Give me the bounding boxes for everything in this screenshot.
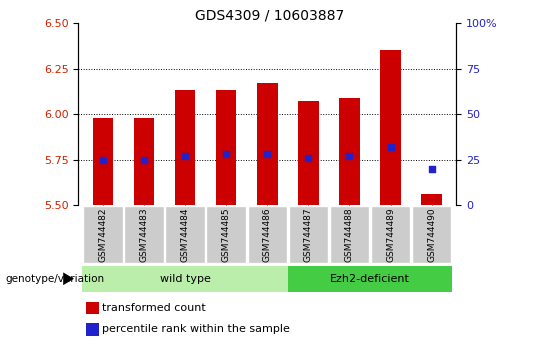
Bar [93,118,113,205]
Text: transformed count: transformed count [102,303,206,313]
Text: GSM744485: GSM744485 [222,207,231,262]
FancyBboxPatch shape [412,206,451,263]
FancyBboxPatch shape [247,206,287,263]
Text: genotype/variation: genotype/variation [5,274,105,284]
Point [140,157,149,162]
Bar [86,302,99,314]
Point [99,157,107,162]
FancyBboxPatch shape [124,206,164,263]
Bar [298,101,319,205]
Text: wild type: wild type [160,274,211,284]
Bar [86,323,99,336]
Point [263,152,272,157]
Point [345,153,354,159]
Text: GSM744484: GSM744484 [180,207,190,262]
Text: percentile rank within the sample: percentile rank within the sample [102,324,289,334]
Bar [339,98,360,205]
FancyBboxPatch shape [83,266,288,292]
Point [304,155,313,161]
Text: GSM744490: GSM744490 [427,207,436,262]
Polygon shape [63,273,74,285]
FancyBboxPatch shape [330,206,369,263]
FancyBboxPatch shape [206,206,246,263]
Bar [175,91,195,205]
FancyBboxPatch shape [288,266,452,292]
FancyBboxPatch shape [165,206,205,263]
Point [427,166,436,172]
FancyBboxPatch shape [83,206,123,263]
Bar [134,118,154,205]
Bar [257,83,278,205]
Point [222,152,231,157]
Text: GSM744489: GSM744489 [386,207,395,262]
Text: GSM744487: GSM744487 [304,207,313,262]
Text: GSM744482: GSM744482 [98,207,107,262]
Text: Ezh2-deficient: Ezh2-deficient [330,274,410,284]
Text: GSM744483: GSM744483 [139,207,148,262]
Bar [216,91,237,205]
Text: GSM744486: GSM744486 [263,207,272,262]
Bar [380,50,401,205]
Text: GSM744488: GSM744488 [345,207,354,262]
Text: GDS4309 / 10603887: GDS4309 / 10603887 [195,9,345,23]
FancyBboxPatch shape [289,206,328,263]
Bar [421,194,442,205]
Point [181,153,190,159]
Point [386,144,395,150]
FancyBboxPatch shape [371,206,410,263]
